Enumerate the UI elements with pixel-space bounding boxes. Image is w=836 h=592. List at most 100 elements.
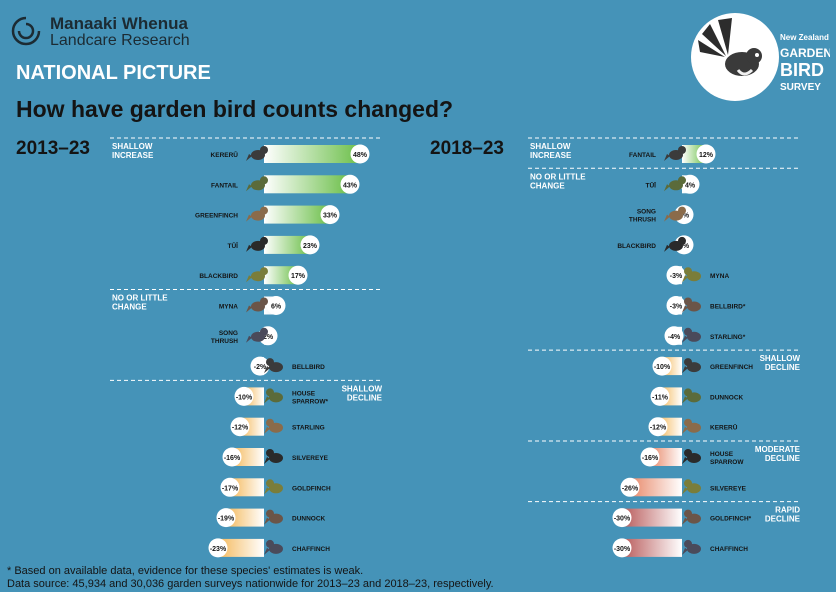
tick-label-1-13-0: CHAFFINCH (292, 546, 330, 553)
tick-label-1-11-0: GOLDFINCH (292, 485, 331, 492)
bird-icon-1-4 (246, 267, 268, 283)
tick-label-1-0-0: KERERŪ (211, 151, 239, 159)
data-label-2-4: -3% (670, 273, 683, 280)
value-bubble-2-4 (666, 265, 686, 285)
group-label-2-0-1: INCREASE (530, 151, 572, 160)
bird-icon-2-11 (682, 479, 701, 495)
group-label-2-1-0: NO OR LITTLE (530, 172, 586, 181)
value-bubble-2-10 (640, 447, 660, 467)
value-bubble-1-3 (300, 235, 320, 255)
value-bubble-2-0 (696, 144, 716, 164)
badge-line4: SURVEY (780, 82, 821, 93)
bar-1-1 (264, 175, 350, 194)
bird-icon-2-12 (682, 509, 701, 525)
bar-1-2 (264, 205, 330, 224)
bird-icon-2-7 (682, 358, 701, 374)
manaaki-whenua-logo-icon (11, 16, 41, 46)
data-label-1-4: 17% (291, 273, 306, 280)
data-label-2-7: -10% (654, 364, 671, 371)
tick-label-2-5-0: BELLBIRD* (710, 304, 746, 311)
bar-1-0 (264, 145, 360, 163)
group-label-2-2-0: SHALLOW (760, 354, 801, 363)
data-label-1-3: 23% (303, 243, 318, 250)
data-label-2-9: -12% (650, 425, 667, 432)
group-label-2-4-1: DECLINE (765, 515, 801, 524)
tick-label-2-11-0: SILVEREYE (710, 485, 747, 492)
tick-label-2-8-0: DUNNOCK (710, 394, 744, 401)
data-label-2-1: 4% (685, 182, 696, 189)
value-bubble-1-11 (220, 477, 240, 497)
bar-2-11 (630, 478, 682, 497)
bar-1-13 (218, 538, 264, 557)
bird-icon-1-2 (246, 206, 268, 222)
badge-line1: New Zealand (780, 33, 829, 42)
data-label-1-10: -16% (224, 455, 241, 462)
tick-label-1-5-0: MYNA (219, 304, 238, 311)
bird-icon-2-13 (682, 539, 701, 555)
data-label-1-11: -17% (222, 485, 239, 492)
bird-icon-1-8 (264, 388, 283, 404)
value-bubble-1-0 (350, 144, 370, 164)
tick-label-2-1-0: TŪĪ (646, 181, 657, 189)
bird-icon-2-8 (682, 388, 701, 404)
group-label-1-0-1: INCREASE (112, 151, 154, 160)
tick-label-1-8-0: HOUSE (292, 390, 316, 397)
bird-icon-2-6 (682, 327, 701, 343)
panel-title-left: 2013–23 (16, 138, 90, 159)
tick-label-1-10-0: SILVEREYE (292, 455, 329, 462)
tick-label-1-12-0: DUNNOCK (292, 516, 326, 523)
value-bubble-1-10 (222, 447, 242, 467)
data-label-2-10: -16% (642, 455, 659, 462)
footnote-source: Data source: 45,934 and 30,036 garden su… (7, 578, 494, 590)
fantail-bird-icon (698, 18, 762, 76)
group-label-1-2-0: SHALLOW (342, 384, 383, 393)
group-label-1-2-1: DECLINE (347, 393, 383, 402)
group-label-1-0-0: SHALLOW (112, 142, 153, 151)
data-label-1-8: -10% (236, 394, 253, 401)
tick-label-2-9-0: KERERŪ (710, 424, 738, 432)
tick-label-1-4-0: BLACKBIRD (199, 273, 238, 280)
badge-line3: BIRD (780, 60, 824, 80)
value-bubble-1-9 (230, 417, 250, 437)
data-label-2-0: 12% (699, 152, 714, 159)
value-bubble-1-4 (288, 265, 308, 285)
data-label-1-9: -12% (232, 425, 249, 432)
data-label-1-6: 2% (263, 334, 274, 341)
value-bubble-1-1 (340, 174, 360, 194)
tick-label-2-3-0: BLACKBIRD (617, 243, 656, 250)
value-bubble-2-5 (666, 296, 686, 315)
tick-label-1-1-0: FANTAIL (211, 182, 238, 189)
data-label-2-2: 0% (679, 213, 690, 220)
data-label-1-12: -19% (218, 516, 235, 523)
tick-label-2-2-1: THRUSH (629, 217, 656, 224)
bar-2-12 (622, 508, 682, 527)
value-bubble-1-7 (250, 356, 270, 376)
group-label-1-1-0: NO OR LITTLE (112, 294, 168, 303)
data-label-2-13: -30% (614, 546, 631, 553)
data-label-1-2: 33% (323, 213, 338, 220)
bird-icon-1-0 (246, 146, 268, 161)
value-bubble-2-8 (650, 386, 670, 406)
data-label-2-6: -4% (668, 334, 681, 341)
value-bubble-2-13 (612, 538, 632, 558)
bird-icon-2-0 (664, 146, 686, 161)
value-bubble-2-11 (620, 477, 640, 497)
section-title: NATIONAL PICTURE (16, 62, 211, 84)
tick-label-2-12-0: GOLDFINCH* (710, 516, 752, 523)
tick-label-1-6-1: THRUSH (211, 338, 238, 345)
bar-2-13 (622, 538, 682, 557)
tick-label-1-2-0: GREENFINCH (195, 213, 238, 220)
value-bubble-1-12 (216, 508, 236, 528)
footnote-asterisk: * Based on available data, evidence for … (7, 565, 364, 577)
bar-1-12 (226, 508, 264, 527)
data-label-1-5: 6% (271, 304, 282, 311)
bird-icon-2-10 (682, 449, 701, 464)
tick-label-2-10-1: SPARROW (710, 459, 744, 466)
group-label-2-3-1: DECLINE (765, 454, 801, 463)
bird-icon-1-10 (264, 449, 283, 464)
bird-icon-2-3 (664, 236, 686, 252)
value-bubble-1-8 (234, 386, 254, 406)
group-label-2-3-0: MODERATE (755, 445, 801, 454)
value-bubble-2-7 (652, 356, 672, 376)
